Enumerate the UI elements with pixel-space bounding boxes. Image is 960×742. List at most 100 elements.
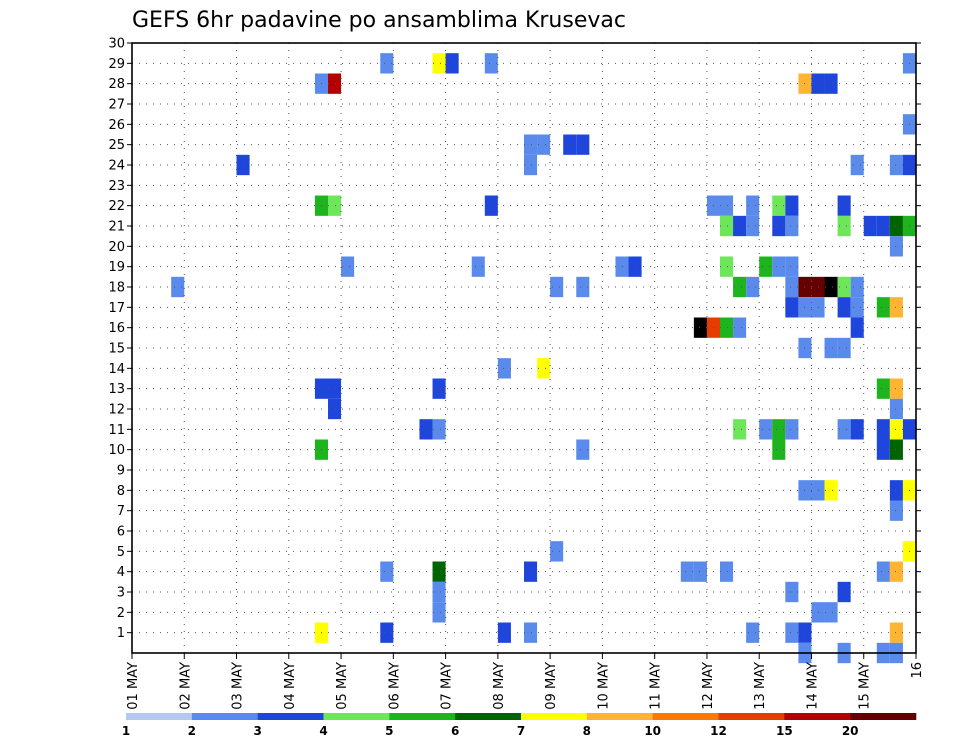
y-tick-label: 25 [108, 138, 125, 153]
x-tick-label: 10 MAY [596, 662, 611, 710]
y-tick-label: 7 [117, 504, 125, 519]
y-tick-label: 14 [108, 362, 125, 377]
colorbar-label: 1 [122, 724, 130, 738]
heatmap-cell [720, 215, 734, 237]
heatmap-cell [824, 480, 838, 501]
heatmap-cell [863, 215, 877, 237]
heatmap-cell [432, 602, 446, 623]
heatmap-cell [889, 154, 903, 176]
colorbar-swatch [455, 713, 522, 720]
x-axis-ticks: 01 MAY 02 MAY 03 MAY 04 MAY 05 MAY 06 MAY 07 M… [126, 653, 925, 710]
grid-lines [132, 42, 916, 653]
heatmap-cell [876, 439, 890, 460]
y-tick-label: 4 [117, 565, 125, 580]
y-tick-label: 2 [117, 606, 125, 621]
y-tick-label: 30 [108, 37, 125, 52]
y-tick-label: 12 [108, 403, 125, 418]
y-tick-label: 6 [117, 525, 125, 540]
heatmap-cell [785, 256, 799, 277]
heatmap-cell [720, 317, 734, 338]
heatmap-cell [785, 419, 799, 440]
heatmap-cell [432, 419, 446, 440]
y-tick-label: 15 [108, 342, 125, 357]
heatmap-cell [876, 561, 890, 582]
colorbar-label: 2 [188, 724, 196, 738]
colorbar-swatch [718, 713, 785, 720]
heatmap-cell [837, 297, 851, 318]
y-tick-label: 18 [108, 281, 125, 296]
colorbar-label: 7 [517, 724, 525, 738]
colorbar-label: 12 [710, 724, 727, 738]
colorbar-swatch [323, 713, 390, 720]
heatmap-cells [171, 53, 916, 664]
heatmap-cell [497, 358, 511, 379]
x-tick-label: 16 [910, 662, 925, 679]
y-tick-label: 13 [108, 382, 125, 397]
heatmap-cell [772, 215, 786, 237]
heatmap-cell [772, 439, 786, 460]
heatmap-cell [720, 561, 734, 582]
heatmap-cell [772, 419, 786, 440]
heatmap-cell [432, 581, 446, 603]
heatmap-cell [889, 500, 903, 521]
heatmap-cell [746, 276, 760, 298]
heatmap-cell [876, 419, 890, 440]
heatmap-cell [524, 622, 538, 643]
x-tick-label: 06 MAY [387, 662, 402, 710]
y-tick-label: 22 [108, 199, 125, 214]
heatmap-cell [628, 256, 642, 277]
y-tick-label: 11 [108, 423, 125, 438]
heatmap-cell [889, 480, 903, 501]
x-tick-label: 02 MAY [178, 662, 193, 710]
x-tick-label: 03 MAY [231, 662, 246, 710]
heatmap-cell [733, 276, 747, 298]
heatmap-cell [524, 154, 538, 176]
heatmap-cell [693, 317, 707, 338]
heatmap-cell [524, 134, 538, 155]
colorbar-label: 8 [583, 724, 591, 738]
y-tick-label: 1 [117, 626, 125, 641]
y-axis-ticks: 1234567891011121314151617181920212223242… [108, 37, 921, 641]
y-tick-label: 29 [108, 57, 125, 72]
heatmap-cell [850, 419, 864, 440]
colorbar-swatch [389, 713, 456, 720]
heatmap-cell [785, 622, 799, 643]
heatmap-cell [785, 297, 799, 318]
heatmap-cell [850, 317, 864, 338]
heatmap-cell [759, 256, 773, 277]
colorbar-label: 4 [319, 724, 327, 738]
heatmap-cell [484, 53, 498, 74]
heatmap-cell [889, 297, 903, 318]
x-tick-label: 09 MAY [544, 662, 559, 710]
x-tick-label: 13 MAY [753, 662, 768, 710]
heatmap-cell [824, 73, 838, 94]
x-tick-label: 11 MAY [649, 662, 664, 710]
colorbar-label: 6 [451, 724, 459, 738]
heatmap-cell [720, 195, 734, 216]
heatmap-cell [889, 398, 903, 420]
heatmap-cell [850, 154, 864, 176]
heatmap-cell [550, 276, 564, 298]
heatmap-cell [837, 581, 851, 603]
heatmap-cell [889, 236, 903, 257]
colorbar-label: 5 [385, 724, 393, 738]
colorbar-swatch [521, 713, 588, 720]
heatmap-cell [876, 297, 890, 318]
heatmap-cell [837, 419, 851, 440]
heatmap-cell [693, 561, 707, 582]
heatmap-cell [524, 561, 538, 582]
heatmap-cell [876, 378, 890, 399]
heatmap-cell [328, 73, 342, 94]
heatmap-cell [733, 215, 747, 237]
heatmap-cell [380, 53, 394, 74]
chart-title: GEFS 6hr padavine po ansamblima Krusevac [132, 8, 626, 33]
y-tick-label: 8 [117, 484, 125, 499]
heatmap-cell [497, 622, 511, 643]
heatmap-cell [171, 276, 185, 298]
colorbar-label: 3 [253, 724, 261, 738]
colorbar-swatch [784, 713, 851, 720]
heatmap-cell [824, 276, 838, 298]
heatmap-cell [889, 439, 903, 460]
heatmap-cell [328, 398, 342, 420]
heatmap-cell [236, 154, 250, 176]
